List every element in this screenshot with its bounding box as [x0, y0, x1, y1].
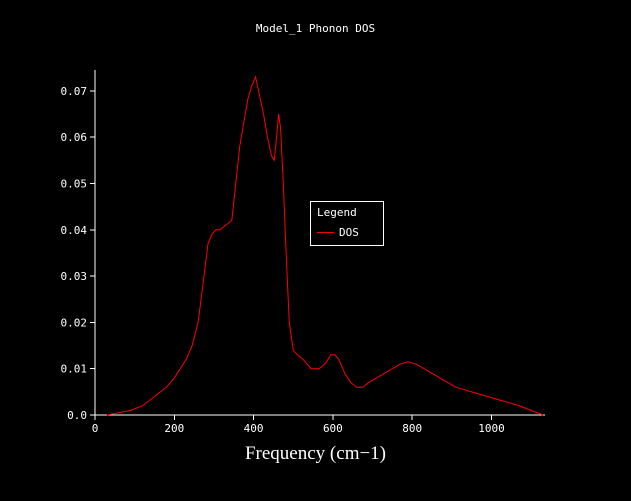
svg-text:0.01: 0.01	[61, 363, 88, 376]
svg-text:0.0: 0.0	[67, 409, 87, 422]
svg-text:1000: 1000	[478, 422, 505, 435]
svg-text:0.04: 0.04	[61, 224, 88, 237]
svg-text:0.05: 0.05	[61, 177, 88, 190]
legend-title: Legend	[317, 206, 357, 219]
legend-entry-dos: DOS	[317, 226, 377, 239]
chart-title: Model_1 Phonon DOS	[255, 22, 376, 35]
svg-text:800: 800	[402, 422, 422, 435]
legend-entry-label: DOS	[339, 226, 359, 239]
svg-text:400: 400	[244, 422, 264, 435]
svg-text:600: 600	[323, 422, 343, 435]
x-axis-label: Frequency (cm−1)	[244, 443, 387, 464]
svg-text:0.06: 0.06	[61, 131, 88, 144]
svg-text:0.07: 0.07	[61, 85, 88, 98]
dos-line-sample	[317, 232, 334, 233]
svg-text:0.03: 0.03	[61, 270, 88, 283]
legend-box: Legend DOS	[310, 201, 384, 246]
svg-text:200: 200	[164, 422, 184, 435]
svg-text:0: 0	[92, 422, 99, 435]
svg-text:0.02: 0.02	[61, 316, 88, 329]
